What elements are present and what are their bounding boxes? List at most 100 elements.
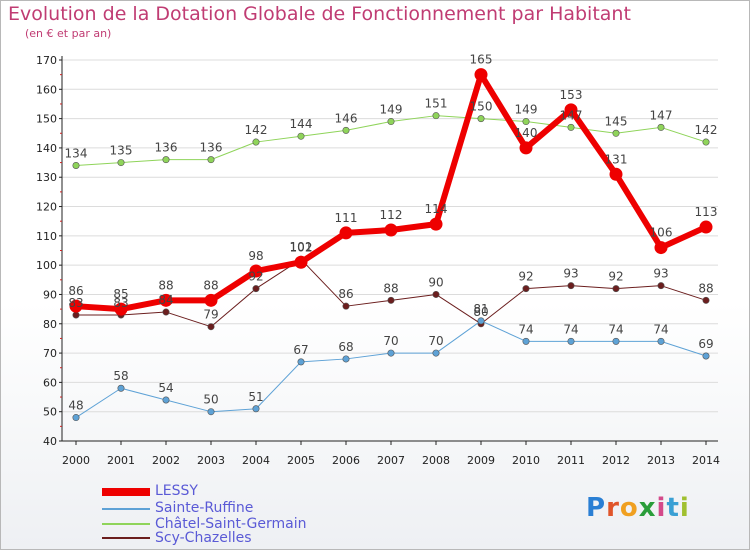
data-label-chatel-saint-germain-2013: 147 [650, 108, 673, 122]
data-label-scy-chazelles-2003: 79 [203, 308, 218, 322]
point-sainte-ruffine-2009 [477, 317, 485, 325]
point-chatel-saint-germain-2008 [432, 112, 440, 120]
data-label-sainte-ruffine-2007: 70 [383, 334, 398, 348]
data-label-lessy-2002: 88 [158, 278, 173, 292]
point-chatel-saint-germain-2003 [207, 156, 215, 164]
x-tick-label-2014: 2014 [692, 454, 720, 467]
data-label-sainte-ruffine-2003: 50 [203, 393, 218, 407]
point-sainte-ruffine-2011 [567, 337, 575, 345]
x-tick-label-2004: 2004 [242, 454, 270, 467]
data-label-lessy-2001: 85 [113, 287, 128, 301]
data-label-chatel-saint-germain-2008: 151 [425, 97, 448, 111]
data-label-sainte-ruffine-2010: 74 [518, 322, 533, 336]
data-label-scy-chazelles-2005: 102 [290, 240, 313, 254]
y-tick-label-150: 150 [36, 113, 57, 126]
data-label-scy-chazelles-2004: 92 [248, 270, 263, 284]
legend-swatches [102, 488, 150, 539]
point-scy-chazelles-2004 [252, 285, 260, 293]
x-tick-label-2013: 2013 [647, 454, 675, 467]
point-chatel-saint-germain-2001 [117, 159, 125, 167]
data-label-sainte-ruffine-2006: 68 [338, 340, 353, 354]
point-lessy-2002 [159, 293, 173, 307]
data-label-scy-chazelles-2012: 92 [608, 270, 623, 284]
point-chatel-saint-germain-2012 [612, 129, 620, 137]
legend-item-lessy: LESSY [155, 483, 198, 499]
legend-item-scy-chazelles: Scy-Chazelles [155, 530, 252, 546]
data-label-lessy-2007: 112 [380, 208, 403, 222]
data-label-lessy-2008: 114 [425, 202, 448, 216]
point-lessy-2014 [699, 220, 713, 234]
data-labels: 83 83 84 79 92 102 86 88 90 80 92 93 92 93 88 134 135 136… [65, 53, 718, 413]
point-scy-chazelles-2013 [657, 282, 665, 290]
logo-letter: i [656, 493, 667, 523]
data-label-scy-chazelles-2001: 83 [113, 296, 128, 310]
data-label-sainte-ruffine-2011: 74 [563, 322, 578, 336]
point-chatel-saint-germain-2007 [387, 118, 395, 126]
legend-item-sainte-ruffine: Sainte-Ruffine [155, 500, 254, 516]
x-tick-label-2007: 2007 [377, 454, 405, 467]
data-label-chatel-saint-germain-2002: 136 [155, 141, 178, 155]
point-lessy-2005 [294, 255, 308, 269]
logo-letter: x [638, 493, 657, 523]
data-label-scy-chazelles-2006: 86 [338, 287, 353, 301]
point-lessy-2001 [114, 302, 128, 316]
point-sainte-ruffine-2012 [612, 337, 620, 345]
data-label-chatel-saint-germain-2000: 134 [65, 147, 88, 161]
y-tick-label-40: 40 [43, 435, 57, 448]
y-tick-label-160: 160 [36, 83, 57, 96]
data-label-chatel-saint-germain-2003: 136 [200, 141, 223, 155]
point-sainte-ruffine-2004 [252, 405, 260, 413]
point-scy-chazelles-2000 [72, 311, 80, 319]
data-label-scy-chazelles-2000: 83 [68, 296, 83, 310]
data-label-chatel-saint-germain-2006: 146 [335, 111, 358, 125]
data-label-scy-chazelles-2010: 92 [518, 270, 533, 284]
data-label-lessy-2012: 131 [605, 152, 628, 166]
point-sainte-ruffine-2013 [657, 337, 665, 345]
data-label-chatel-saint-germain-2001: 135 [110, 144, 133, 158]
point-scy-chazelles-2003 [207, 323, 215, 331]
y-tick-label-50: 50 [43, 406, 57, 419]
point-sainte-ruffine-2007 [387, 349, 395, 357]
x-tick-label-2003: 2003 [197, 454, 225, 467]
point-scy-chazelles-2008 [432, 290, 440, 298]
point-sainte-ruffine-2006 [342, 355, 350, 363]
point-lessy-2013 [654, 241, 668, 255]
point-scy-chazelles-2012 [612, 285, 620, 293]
logo-letter: t [666, 493, 680, 523]
data-label-sainte-ruffine-2001: 58 [113, 369, 128, 383]
data-label-sainte-ruffine-2008: 70 [428, 334, 443, 348]
data-label-scy-chazelles-2009: 80 [473, 305, 488, 319]
data-label-lessy-2005: 101 [290, 240, 313, 254]
x-tick-label-2000: 2000 [62, 454, 90, 467]
data-label-scy-chazelles-2013: 93 [653, 267, 668, 281]
x-tick-label-2011: 2011 [557, 454, 585, 467]
point-sainte-ruffine-2014 [702, 352, 710, 360]
point-lessy-2000 [69, 299, 83, 313]
point-chatel-saint-germain-2013 [657, 123, 665, 131]
data-label-lessy-2003: 88 [203, 278, 218, 292]
x-tick-label-2005: 2005 [287, 454, 315, 467]
point-sainte-ruffine-2000 [72, 414, 80, 422]
logo-letter: i [679, 493, 690, 523]
point-lessy-2004 [249, 264, 263, 278]
y-tick-label-100: 100 [36, 259, 57, 272]
x-tick-label-2002: 2002 [152, 454, 180, 467]
x-tick-label-2008: 2008 [422, 454, 450, 467]
x-tick-label-2001: 2001 [107, 454, 135, 467]
data-label-lessy-2004: 98 [248, 249, 263, 263]
point-chatel-saint-germain-2006 [342, 126, 350, 134]
point-chatel-saint-germain-2011 [567, 123, 575, 131]
point-lessy-2006 [339, 226, 353, 240]
point-scy-chazelles-2011 [567, 282, 575, 290]
data-label-scy-chazelles-2014: 88 [698, 281, 713, 295]
point-lessy-2011 [564, 103, 578, 117]
point-lessy-2003 [204, 293, 218, 307]
data-label-scy-chazelles-2002: 84 [158, 293, 173, 307]
logo-letter: r [606, 493, 620, 523]
data-label-chatel-saint-germain-2011: 147 [560, 108, 583, 122]
axes [61, 56, 718, 442]
y-tick-label-170: 170 [36, 54, 57, 67]
point-sainte-ruffine-2008 [432, 349, 440, 357]
